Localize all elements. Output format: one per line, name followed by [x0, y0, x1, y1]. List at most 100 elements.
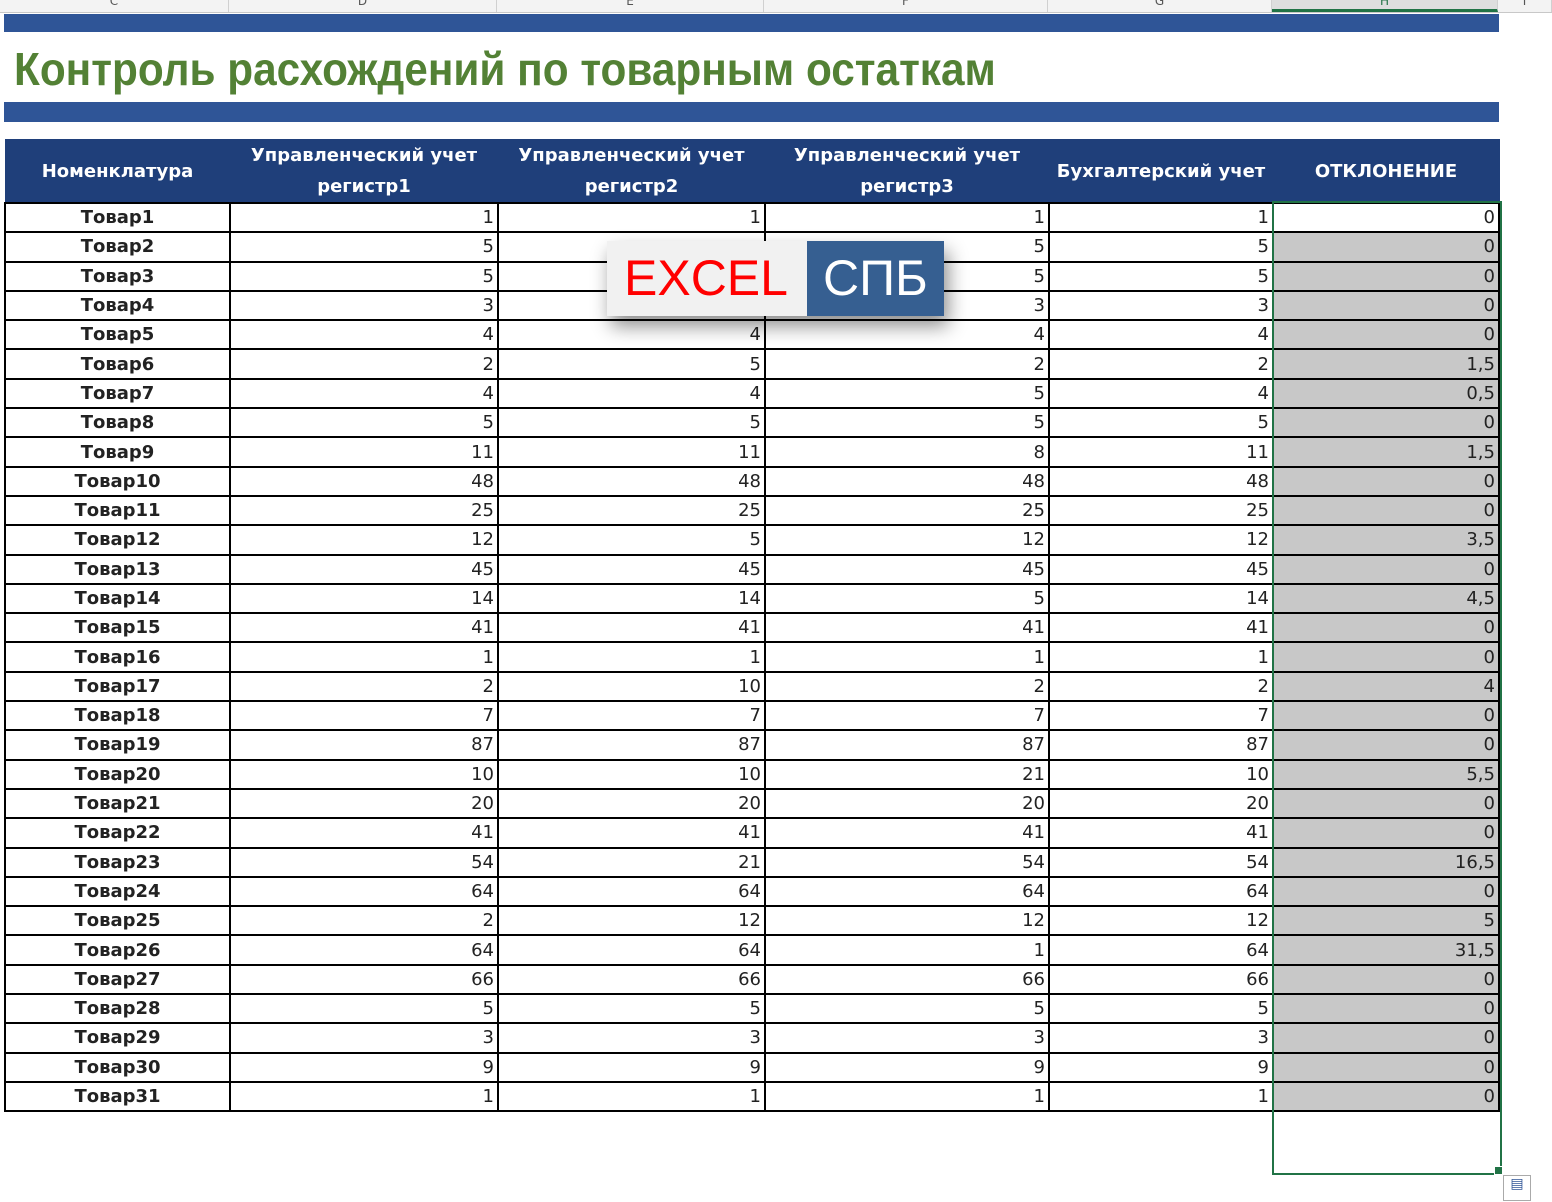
deviation-cell[interactable]: 0: [1272, 201, 1500, 234]
value-cell[interactable]: 4: [497, 319, 766, 351]
value-cell[interactable]: 5: [229, 260, 499, 292]
value-cell[interactable]: 7: [764, 700, 1050, 732]
value-cell[interactable]: 45: [229, 553, 499, 585]
value-cell[interactable]: 54: [764, 846, 1050, 878]
product-name-cell[interactable]: Товар31: [4, 1080, 231, 1113]
deviation-cell[interactable]: 0: [1272, 289, 1500, 322]
product-name-cell[interactable]: Товар23: [4, 846, 231, 878]
value-cell[interactable]: 41: [1048, 612, 1274, 644]
value-cell[interactable]: 1: [229, 1080, 499, 1113]
value-cell[interactable]: 64: [229, 934, 499, 966]
value-cell[interactable]: 4: [1048, 319, 1274, 351]
value-cell[interactable]: 2: [764, 348, 1050, 380]
value-cell[interactable]: 5: [229, 407, 499, 439]
value-cell[interactable]: 25: [229, 494, 499, 527]
product-name-cell[interactable]: Товар17: [4, 670, 231, 703]
value-cell[interactable]: 1: [1048, 201, 1274, 234]
value-cell[interactable]: 10: [229, 758, 499, 790]
deviation-cell[interactable]: 0: [1272, 641, 1500, 673]
value-cell[interactable]: 12: [764, 524, 1050, 556]
value-cell[interactable]: 64: [1048, 934, 1274, 966]
value-cell[interactable]: 45: [1048, 553, 1274, 585]
value-cell[interactable]: 5: [1048, 993, 1274, 1025]
value-cell[interactable]: 66: [764, 963, 1050, 996]
value-cell[interactable]: 1: [1048, 1080, 1274, 1113]
value-cell[interactable]: 3: [1048, 1022, 1274, 1054]
deviation-cell[interactable]: 3,5: [1272, 524, 1500, 556]
value-cell[interactable]: 64: [1048, 875, 1274, 908]
product-name-cell[interactable]: Товар7: [4, 377, 231, 410]
value-cell[interactable]: 5: [497, 407, 766, 439]
value-cell[interactable]: 5: [764, 582, 1050, 615]
deviation-cell[interactable]: 0: [1272, 260, 1500, 292]
value-cell[interactable]: 25: [497, 494, 766, 527]
product-name-cell[interactable]: Товар18: [4, 700, 231, 732]
value-cell[interactable]: 5: [764, 993, 1050, 1025]
product-name-cell[interactable]: Товар2: [4, 231, 231, 263]
value-cell[interactable]: 14: [497, 582, 766, 615]
value-cell[interactable]: 5: [497, 348, 766, 380]
value-cell[interactable]: 14: [229, 582, 499, 615]
deviation-cell[interactable]: 1,5: [1272, 348, 1500, 380]
deviation-cell[interactable]: 5: [1272, 905, 1500, 937]
deviation-cell[interactable]: 0: [1272, 875, 1500, 908]
value-cell[interactable]: 87: [497, 729, 766, 761]
deviation-cell[interactable]: 16,5: [1272, 846, 1500, 878]
value-cell[interactable]: 12: [1048, 905, 1274, 937]
product-name-cell[interactable]: Товар3: [4, 260, 231, 292]
product-name-cell[interactable]: Товар22: [4, 817, 231, 849]
deviation-cell[interactable]: 4: [1272, 670, 1500, 703]
value-cell[interactable]: 87: [229, 729, 499, 761]
product-name-cell[interactable]: Товар28: [4, 993, 231, 1025]
value-cell[interactable]: 41: [229, 817, 499, 849]
product-name-cell[interactable]: Товар1: [4, 201, 231, 234]
value-cell[interactable]: 5: [497, 524, 766, 556]
value-cell[interactable]: 1: [764, 201, 1050, 234]
deviation-cell[interactable]: 0: [1272, 787, 1500, 820]
value-cell[interactable]: 12: [497, 905, 766, 937]
value-cell[interactable]: 4: [1048, 377, 1274, 410]
value-cell[interactable]: 7: [229, 700, 499, 732]
product-name-cell[interactable]: Товар8: [4, 407, 231, 439]
column-header-i[interactable]: I: [1498, 0, 1552, 12]
value-cell[interactable]: 12: [229, 524, 499, 556]
value-cell[interactable]: 41: [1048, 817, 1274, 849]
value-cell[interactable]: 64: [497, 875, 766, 908]
product-name-cell[interactable]: Товар11: [4, 494, 231, 527]
value-cell[interactable]: 66: [229, 963, 499, 996]
column-header-h[interactable]: H: [1272, 0, 1498, 12]
value-cell[interactable]: 41: [497, 612, 766, 644]
value-cell[interactable]: 2: [229, 348, 499, 380]
value-cell[interactable]: 2: [229, 905, 499, 937]
deviation-cell[interactable]: 0: [1272, 1022, 1500, 1054]
column-header-e[interactable]: E: [497, 0, 764, 12]
value-cell[interactable]: 10: [497, 670, 766, 703]
value-cell[interactable]: 3: [497, 1022, 766, 1054]
deviation-cell[interactable]: 0: [1272, 319, 1500, 351]
value-cell[interactable]: 25: [764, 494, 1050, 527]
value-cell[interactable]: 45: [764, 553, 1050, 585]
column-header-c[interactable]: C: [0, 0, 229, 12]
value-cell[interactable]: 48: [229, 465, 499, 497]
deviation-cell[interactable]: 4,5: [1272, 582, 1500, 615]
value-cell[interactable]: 10: [497, 758, 766, 790]
value-cell[interactable]: 5: [764, 407, 1050, 439]
value-cell[interactable]: 2: [764, 670, 1050, 703]
value-cell[interactable]: 48: [1048, 465, 1274, 497]
deviation-cell[interactable]: 0: [1272, 465, 1500, 497]
value-cell[interactable]: 5: [229, 231, 499, 263]
value-cell[interactable]: 9: [764, 1051, 1050, 1083]
value-cell[interactable]: 48: [497, 465, 766, 497]
product-name-cell[interactable]: Товар24: [4, 875, 231, 908]
value-cell[interactable]: 3: [764, 1022, 1050, 1054]
product-name-cell[interactable]: Товар20: [4, 758, 231, 790]
value-cell[interactable]: 12: [1048, 524, 1274, 556]
value-cell[interactable]: 54: [229, 846, 499, 878]
deviation-cell[interactable]: 0: [1272, 494, 1500, 527]
value-cell[interactable]: 5: [497, 993, 766, 1025]
value-cell[interactable]: 64: [229, 875, 499, 908]
value-cell[interactable]: 5: [1048, 231, 1274, 263]
value-cell[interactable]: 25: [1048, 494, 1274, 527]
value-cell[interactable]: 21: [764, 758, 1050, 790]
value-cell[interactable]: 11: [497, 436, 766, 468]
